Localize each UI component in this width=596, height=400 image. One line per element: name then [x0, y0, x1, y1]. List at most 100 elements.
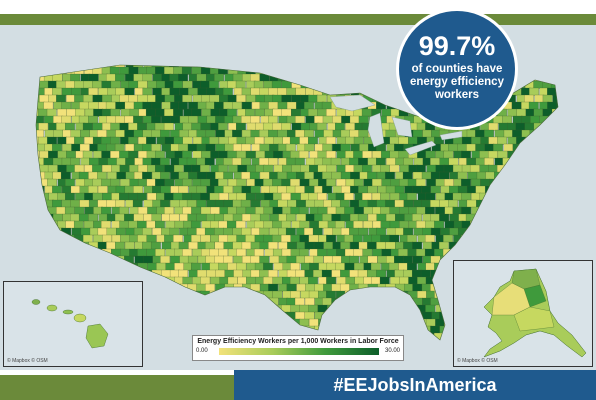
county-cell	[353, 80, 363, 89]
county-cell	[36, 87, 37, 96]
county-cell	[476, 171, 487, 180]
county-cell	[268, 65, 279, 68]
county-cell	[65, 262, 75, 271]
county-cell	[154, 122, 165, 131]
county-cell	[128, 136, 138, 145]
county-cell	[340, 227, 351, 236]
county-cell	[142, 73, 153, 82]
county-cell	[514, 220, 525, 229]
county-cell	[246, 262, 257, 271]
county-cell	[304, 325, 315, 334]
county-cell	[36, 122, 40, 131]
county-cell	[398, 290, 408, 299]
county-cell	[102, 262, 112, 271]
county-cell	[36, 101, 45, 110]
county-cell	[255, 318, 266, 327]
county-cell	[145, 108, 156, 117]
county-cell	[542, 178, 553, 187]
county-cell	[281, 192, 291, 201]
county-cell	[286, 101, 297, 110]
county-cell	[489, 248, 500, 257]
county-cell	[498, 122, 509, 131]
county-cell	[335, 122, 345, 131]
county-cell	[489, 220, 500, 229]
county-cell	[340, 213, 351, 222]
county-cell	[515, 80, 526, 89]
county-cell	[79, 101, 90, 110]
county-cell	[353, 136, 364, 145]
hashtag-banner[interactable]: #EEJobsInAmerica	[234, 370, 596, 400]
county-cell	[276, 65, 287, 68]
county-cell	[36, 66, 40, 75]
county-cell	[389, 192, 400, 201]
county-cell	[335, 220, 345, 229]
county-cell	[169, 227, 180, 236]
county-cell	[552, 220, 558, 229]
county-cell	[313, 255, 324, 264]
county-cell	[299, 276, 310, 285]
county-cell	[403, 241, 414, 250]
county-cell	[269, 213, 280, 222]
county-cell	[300, 122, 311, 131]
county-cell	[309, 164, 319, 173]
county-cell	[353, 220, 364, 229]
county-cell	[457, 185, 468, 194]
county-cell	[161, 325, 171, 334]
county-cell	[128, 150, 139, 159]
county-cell	[156, 262, 166, 271]
county-cell	[143, 213, 153, 222]
county-cell	[552, 136, 558, 145]
county-cell	[88, 115, 98, 124]
county-cell	[449, 213, 460, 222]
county-cell	[277, 73, 288, 82]
hawaii-attribution: © Mapbox © OSM	[7, 358, 48, 364]
county-cell	[92, 80, 102, 89]
hawaii-inset[interactable]: © Mapbox © OSM	[3, 281, 143, 367]
county-cell	[206, 297, 216, 306]
county-cell	[235, 80, 246, 89]
county-cell	[494, 129, 505, 138]
county-cell	[191, 206, 201, 215]
county-cell	[398, 262, 409, 271]
county-cell	[215, 269, 226, 278]
county-cell	[209, 248, 219, 257]
top-accent-bar	[0, 14, 596, 25]
county-cell	[129, 178, 140, 187]
county-cell	[241, 129, 252, 138]
county-cell	[520, 185, 531, 194]
county-cell	[415, 164, 426, 173]
county-cell	[223, 297, 234, 306]
county-cell	[218, 234, 229, 243]
county-cell	[331, 283, 342, 292]
county-cell	[200, 178, 211, 187]
county-cell	[223, 101, 234, 110]
county-cell	[317, 206, 328, 215]
county-cell	[170, 297, 180, 306]
county-cell	[36, 227, 46, 236]
county-cell	[206, 269, 217, 278]
county-cell	[227, 80, 238, 89]
alaska-inset[interactable]: © Mapbox © OSM	[453, 260, 593, 367]
county-cell	[255, 304, 265, 313]
county-cell	[36, 269, 46, 278]
county-cell	[36, 65, 44, 68]
county-cell	[169, 283, 179, 292]
county-cell	[358, 115, 369, 124]
county-cell	[75, 192, 85, 201]
county-cell	[525, 192, 535, 201]
county-cell	[457, 143, 467, 152]
county-cell	[444, 220, 455, 229]
county-cell	[70, 185, 81, 194]
county-cell	[303, 227, 314, 236]
county-cell	[133, 227, 144, 236]
county-cell	[377, 87, 388, 96]
county-cell	[479, 220, 490, 229]
county-cell	[318, 66, 328, 75]
county-cell	[215, 115, 226, 124]
county-cell	[201, 220, 212, 229]
county-cell	[255, 94, 266, 103]
county-cell	[169, 311, 180, 320]
county-cell	[399, 276, 410, 285]
county-cell	[425, 192, 436, 201]
county-cell	[250, 129, 261, 138]
